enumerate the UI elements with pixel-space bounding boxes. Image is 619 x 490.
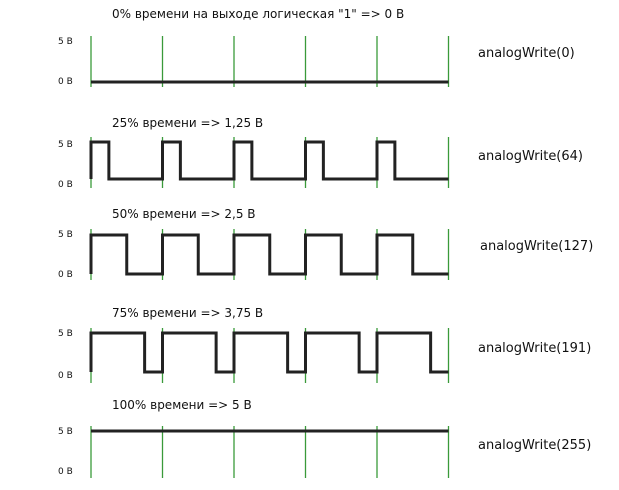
pwm-signal — [89, 331, 449, 374]
low-level-label: 0 В — [58, 77, 73, 87]
high-level-label: 5 В — [58, 329, 73, 339]
panel-caption: 100% времени => 5 В — [112, 398, 252, 412]
low-level-label: 0 В — [58, 371, 73, 381]
analogwrite-call: analogWrite(255) — [478, 438, 591, 453]
low-level-label: 0 В — [58, 180, 73, 190]
high-level-label: 5 В — [58, 230, 73, 240]
panel-caption: 25% времени => 1,25 В — [112, 116, 263, 130]
analogwrite-call: analogWrite(0) — [478, 46, 575, 61]
panel: 25% времени => 1,25 В 5 В 0 В analogWrit… — [58, 116, 583, 190]
panel-caption: 75% времени => 3,75 В — [112, 306, 263, 320]
period-markers — [90, 426, 450, 478]
panel-caption: 50% времени => 2,5 В — [112, 207, 256, 221]
analogwrite-call: analogWrite(64) — [478, 149, 583, 164]
high-level-label: 5 В — [58, 427, 73, 437]
analogwrite-call: analogWrite(191) — [478, 341, 591, 356]
panel: 0% времени на выходе логическая "1" => 0… — [58, 7, 575, 87]
high-level-label: 5 В — [58, 37, 73, 47]
panel: 50% времени => 2,5 В 5 В 0 В analogWrite… — [58, 207, 593, 280]
high-level-label: 5 В — [58, 140, 73, 150]
pwm-signal — [89, 233, 449, 276]
panel: 75% времени => 3,75 В 5 В 0 В analogWrit… — [58, 306, 591, 383]
analogwrite-call: analogWrite(127) — [480, 239, 593, 254]
pwm-signal — [89, 140, 449, 181]
low-level-label: 0 В — [58, 270, 73, 280]
period-markers — [90, 36, 450, 87]
low-level-label: 0 В — [58, 467, 73, 477]
panel-caption: 0% времени на выходе логическая "1" => 0… — [112, 7, 404, 21]
panel: 100% времени => 5 В 5 В 0 В analogWrite(… — [58, 398, 591, 478]
